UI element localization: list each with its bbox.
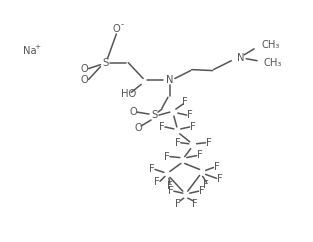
Text: Na: Na xyxy=(23,46,37,56)
Text: N: N xyxy=(166,76,174,85)
Text: S: S xyxy=(151,110,157,120)
Text: F: F xyxy=(203,180,208,190)
Text: F: F xyxy=(199,186,204,196)
Text: F: F xyxy=(168,186,174,196)
Text: F: F xyxy=(167,181,173,191)
Text: F: F xyxy=(197,150,203,160)
Text: F: F xyxy=(206,138,211,148)
Text: F: F xyxy=(154,177,160,187)
Text: F: F xyxy=(159,122,165,132)
Text: O: O xyxy=(81,76,89,85)
Text: -: - xyxy=(121,21,124,30)
Text: F: F xyxy=(187,110,192,120)
Text: F: F xyxy=(149,164,155,174)
Text: CH₃: CH₃ xyxy=(261,40,280,50)
Text: N: N xyxy=(238,53,245,63)
Text: F: F xyxy=(192,199,198,209)
Text: F: F xyxy=(164,151,170,162)
Text: F: F xyxy=(190,122,196,132)
Text: F: F xyxy=(213,162,219,173)
Text: F: F xyxy=(182,97,187,107)
Text: O: O xyxy=(112,24,120,34)
Text: F: F xyxy=(175,138,181,148)
Text: HO: HO xyxy=(121,89,136,99)
Text: O: O xyxy=(81,64,89,74)
Text: F: F xyxy=(217,174,222,184)
Text: S: S xyxy=(102,58,109,68)
Text: F: F xyxy=(175,199,181,209)
Text: O: O xyxy=(129,107,137,117)
Text: +: + xyxy=(34,44,40,50)
Text: O: O xyxy=(134,123,142,133)
Text: CH₃: CH₃ xyxy=(263,58,281,68)
